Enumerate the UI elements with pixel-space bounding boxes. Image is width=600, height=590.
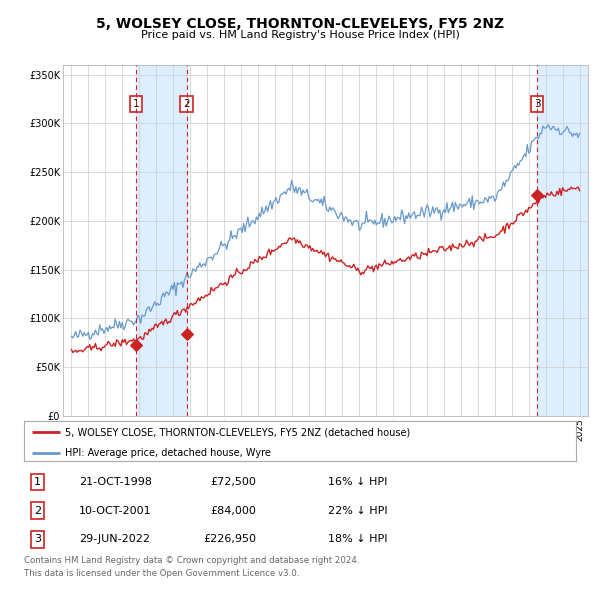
Bar [136,65,187,416]
Text: 10-OCT-2001: 10-OCT-2001 [79,506,152,516]
Text: 3: 3 [534,99,541,109]
Point [131,340,140,350]
Text: 18% ↓ HPI: 18% ↓ HPI [328,535,387,545]
Text: £84,000: £84,000 [210,506,256,516]
Text: 22% ↓ HPI: 22% ↓ HPI [328,506,387,516]
Text: 2: 2 [184,99,190,109]
Text: Price paid vs. HM Land Registry's House Price Index (HPI): Price paid vs. HM Land Registry's House … [140,30,460,40]
Text: 2: 2 [34,506,41,516]
Text: Contains HM Land Registry data © Crown copyright and database right 2024.: Contains HM Land Registry data © Crown c… [24,556,359,565]
Point [182,329,191,339]
Text: 21-OCT-1998: 21-OCT-1998 [79,477,152,487]
Point [532,190,542,199]
Text: 3: 3 [34,535,41,545]
Text: HPI: Average price, detached house, Wyre: HPI: Average price, detached house, Wyre [65,448,271,458]
Text: 5, WOLSEY CLOSE, THORNTON-CLEVELEYS, FY5 2NZ: 5, WOLSEY CLOSE, THORNTON-CLEVELEYS, FY5… [96,17,504,31]
Text: 29-JUN-2022: 29-JUN-2022 [79,535,150,545]
Text: This data is licensed under the Open Government Licence v3.0.: This data is licensed under the Open Gov… [24,569,299,578]
Text: 16% ↓ HPI: 16% ↓ HPI [328,477,387,487]
Text: £72,500: £72,500 [210,477,256,487]
Text: 1: 1 [133,99,139,109]
Bar [537,65,588,416]
Text: £226,950: £226,950 [203,535,256,545]
Text: 1: 1 [34,477,41,487]
Text: 5, WOLSEY CLOSE, THORNTON-CLEVELEYS, FY5 2NZ (detached house): 5, WOLSEY CLOSE, THORNTON-CLEVELEYS, FY5… [65,427,410,437]
